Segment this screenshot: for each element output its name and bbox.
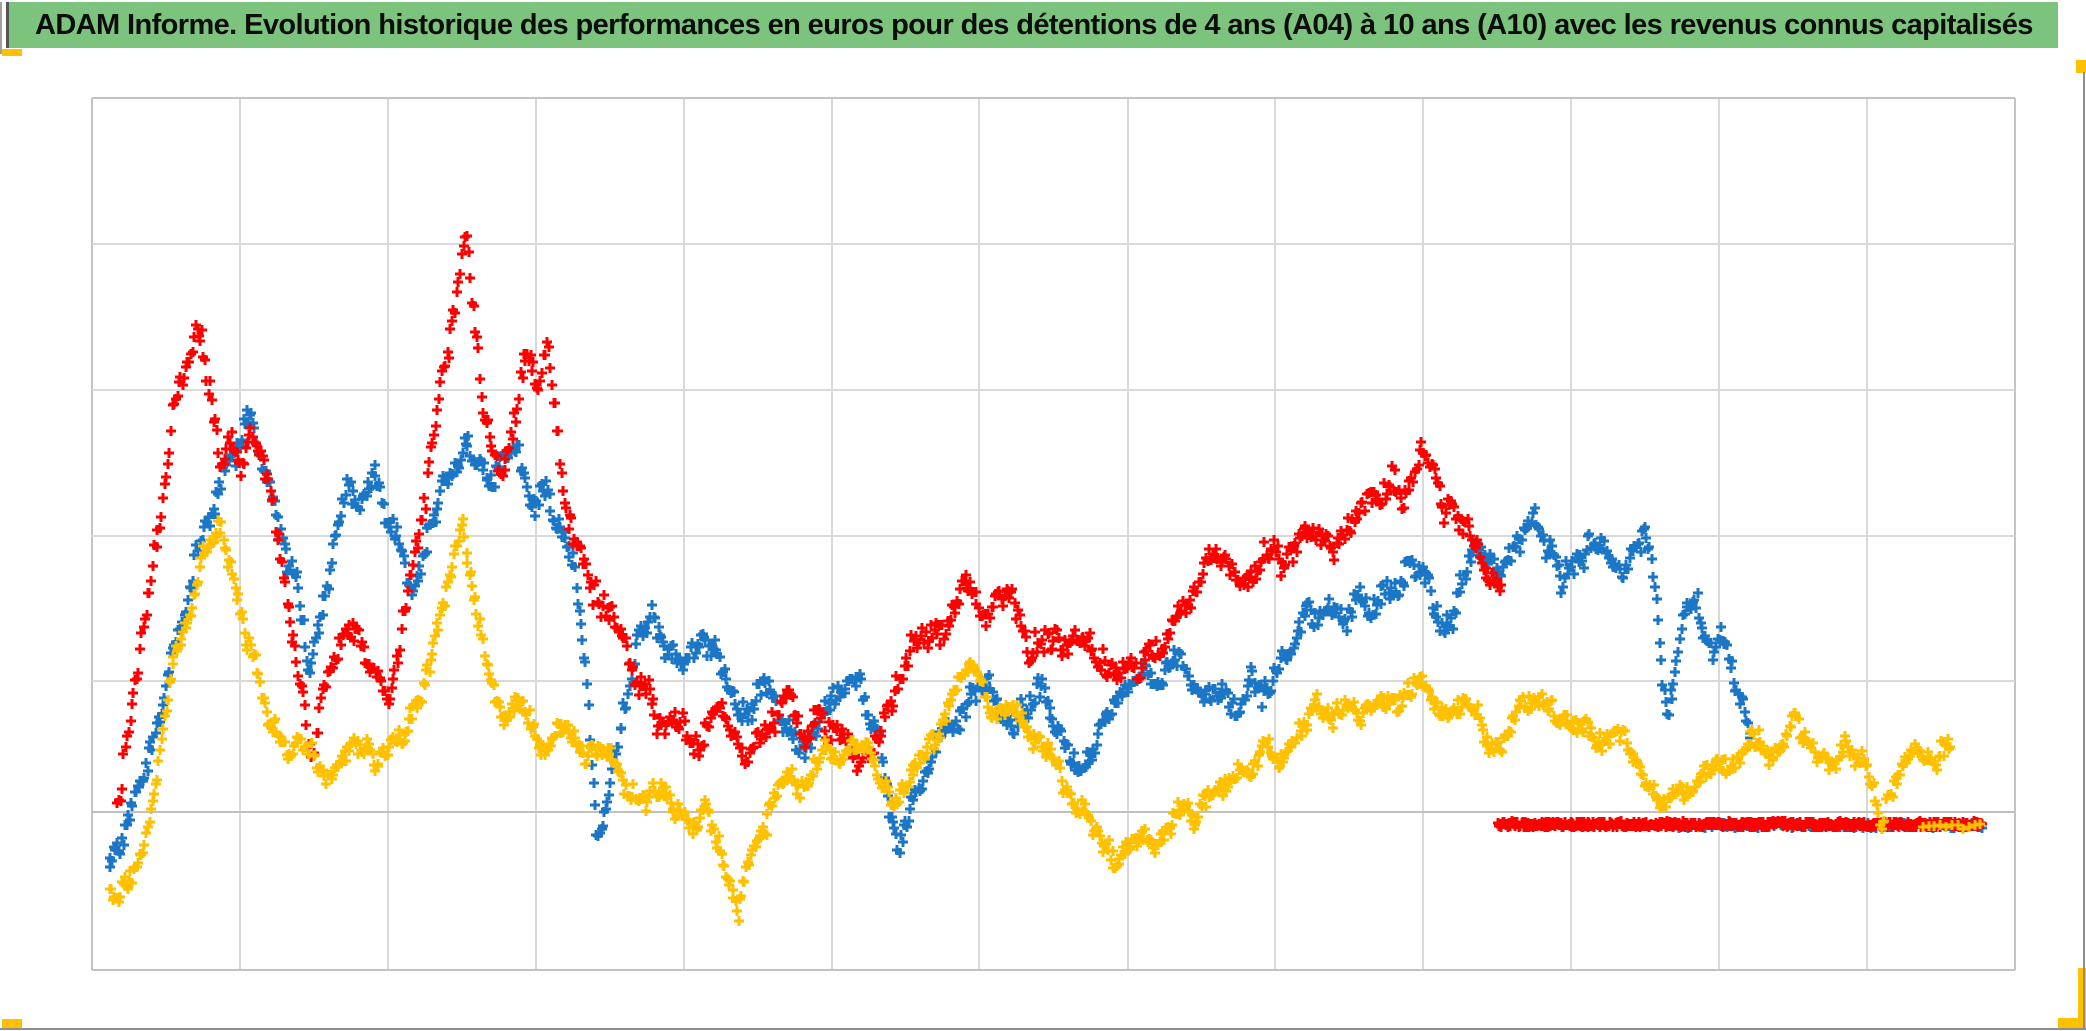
scatter-chart [91,97,2016,971]
accent-corner-bottom-left [2,1019,22,1028]
window-edge-bottom [0,1028,2086,1030]
accent-corner-top-left [2,49,22,56]
accent-corner-bottom-right [2078,968,2086,1028]
window-edge-right [2083,72,2085,1029]
accent-corner-bottom-right-foot [2058,1018,2086,1028]
chart-plot-area [91,97,2016,971]
window-edge-left [0,2,2,54]
page-title: ADAM Informe. Evolution historique des p… [35,8,2033,41]
accent-corner-top-right [2076,60,2086,73]
title-bar: ADAM Informe. Evolution historique des p… [6,2,2058,48]
